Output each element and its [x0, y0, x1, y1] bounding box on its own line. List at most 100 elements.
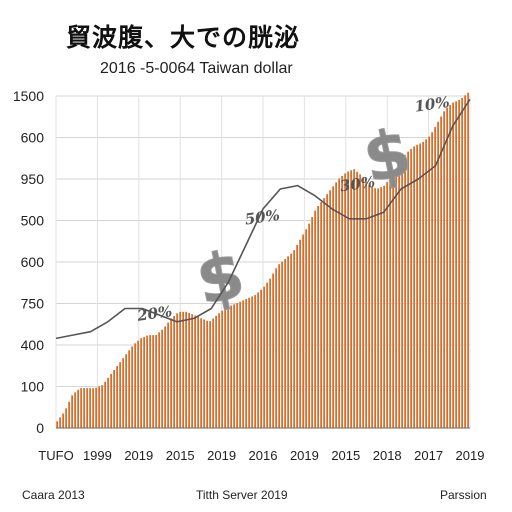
- bar: [422, 141, 424, 429]
- bar: [158, 332, 160, 428]
- bar: [293, 250, 295, 428]
- bar: [257, 292, 259, 428]
- percent-annotation: 20%: [135, 302, 173, 325]
- bar: [401, 159, 403, 428]
- bar: [107, 377, 109, 428]
- bar: [83, 388, 85, 428]
- bar: [227, 306, 229, 428]
- bar: [404, 155, 406, 428]
- bar: [326, 194, 328, 428]
- bar: [425, 139, 427, 428]
- bar: [374, 188, 376, 428]
- bar: [110, 373, 112, 428]
- dollar-sign-icon: $: [190, 236, 251, 321]
- bar: [56, 421, 58, 428]
- bar: [191, 314, 193, 428]
- bar: [434, 127, 436, 428]
- bar: [452, 102, 454, 429]
- bar: [299, 239, 301, 428]
- bar: [407, 151, 409, 428]
- bar: [308, 223, 310, 428]
- bar: [185, 311, 187, 428]
- percent-annotation: 30%: [339, 173, 376, 196]
- bar: [212, 318, 214, 428]
- bar: [272, 273, 274, 428]
- bar: [410, 149, 412, 428]
- bar: [305, 229, 307, 428]
- bar: [455, 101, 457, 429]
- bar: [173, 315, 175, 428]
- footer-center-text: Titth Server 2019: [196, 488, 288, 502]
- bar: [311, 217, 313, 428]
- y-tick-label: 100: [21, 379, 45, 395]
- bar: [170, 318, 172, 428]
- bar: [149, 335, 151, 428]
- bar: [317, 205, 319, 428]
- bar: [296, 244, 298, 428]
- percent-annotation: 10%: [413, 93, 450, 116]
- bar: [266, 282, 268, 428]
- bar: [464, 95, 466, 428]
- bar: [161, 329, 163, 428]
- bar: [155, 334, 157, 428]
- annotation-layer: 20% 50% 30% 10%: [135, 93, 451, 325]
- bar: [302, 234, 304, 428]
- bar: [251, 296, 253, 428]
- bar: [431, 132, 433, 429]
- x-tick-label: 2015: [166, 448, 195, 463]
- bar: [218, 313, 220, 428]
- footer-left-text: Caara 2013: [22, 488, 85, 502]
- axis-layer: 1500 600 950 500 600 750 400 100 0 TUFO 1999 2019 20…: [13, 88, 485, 463]
- bar: [230, 305, 232, 428]
- bar: [446, 107, 448, 429]
- bar: [92, 388, 94, 428]
- bar: [104, 381, 106, 428]
- y-tick-label: 1500: [13, 88, 44, 104]
- bar: [62, 413, 64, 428]
- bar: [449, 105, 451, 428]
- bar: [389, 178, 391, 428]
- y-tick-label: 400: [21, 337, 45, 353]
- y-tick-label: 0: [36, 420, 44, 436]
- bar: [119, 362, 121, 428]
- bar: [152, 335, 154, 428]
- bar: [206, 320, 208, 428]
- x-tick-label: 2019: [456, 448, 485, 463]
- bar: [242, 300, 244, 428]
- bar: [278, 264, 280, 428]
- bar: [359, 174, 361, 428]
- bar: [398, 163, 400, 429]
- bar: [248, 297, 250, 428]
- bar: [392, 173, 394, 428]
- bar: [182, 311, 184, 428]
- bar: [314, 210, 316, 428]
- bar: [440, 116, 442, 428]
- bar: [113, 370, 115, 428]
- bar: [89, 388, 91, 428]
- bar: [176, 313, 178, 428]
- y-tick-label: 600: [21, 130, 45, 146]
- bar: [260, 289, 262, 428]
- bar: [329, 190, 331, 428]
- bar: [101, 385, 103, 428]
- footer-right-text: Parssion: [440, 488, 487, 502]
- bar: [371, 186, 373, 428]
- bar: [86, 388, 88, 428]
- bar: [281, 261, 283, 428]
- bar: [134, 343, 136, 428]
- bar: [197, 316, 199, 428]
- bar: [275, 268, 277, 428]
- percent-annotation: 50%: [244, 206, 281, 229]
- bar: [365, 181, 367, 428]
- bar: [188, 312, 190, 428]
- bar: [95, 387, 97, 428]
- bar: [98, 386, 100, 428]
- x-tick-label: 2019: [124, 448, 153, 463]
- bar: [269, 278, 271, 428]
- chart-subtitle: 2016 -5-0064 Taiwan dollar: [100, 60, 293, 77]
- bar: [71, 395, 73, 428]
- chart-title: 貿波腹、大での胱泌: [66, 23, 301, 52]
- bar: [377, 188, 379, 428]
- bar: [221, 310, 223, 428]
- x-tick-label: 2019: [207, 448, 236, 463]
